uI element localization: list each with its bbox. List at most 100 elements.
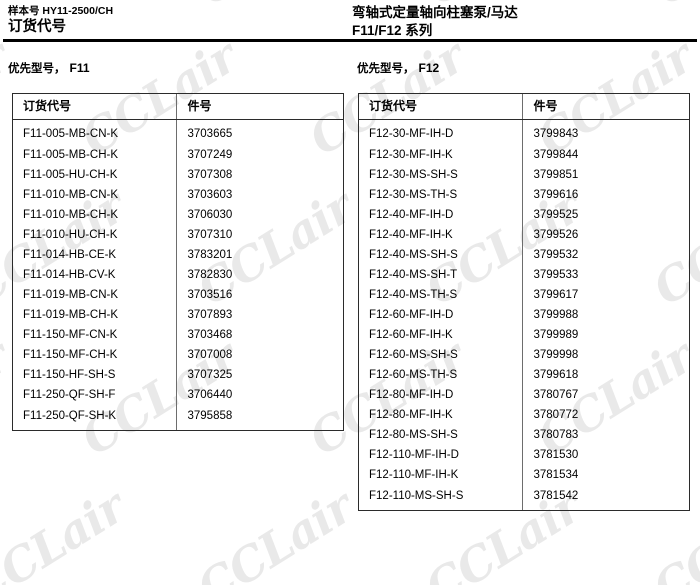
cell-order-code: F11-005-MB-CH-K: [23, 148, 118, 161]
preferred-model-code-f12: F12: [418, 61, 440, 75]
table-row: F12-40-MF-IH-K 3799526: [359, 225, 689, 245]
cell-part-number: 3781530: [522, 445, 689, 465]
cell-part-number: 3707310: [176, 225, 343, 245]
cell-part-number: 3780772: [522, 405, 689, 425]
preferred-model-text-f11: 优先型号，: [8, 63, 66, 75]
cell-part-number: 3703665: [176, 119, 343, 145]
table-row: F12-110-MF-IH-K 3781534: [359, 465, 689, 485]
table-row: F12-40-MF-IH-D 3799525: [359, 205, 689, 225]
cell-order-code: F12-40-MF-IH-D: [369, 208, 454, 221]
column-header-order-code: 订货代号: [359, 94, 523, 120]
order-code-table-f11: 订货代号 件号 F11-005-MB-CN-K 3703665 F11-005-MB…: [12, 93, 344, 431]
cell-order-code: F11-014-HB-CE-K: [23, 248, 117, 261]
cell-order-code: F11-019-MB-CH-K: [23, 308, 118, 321]
cell-part-number: 3781542: [522, 485, 689, 510]
cell-order-code: F12-40-MF-IH-K: [369, 228, 453, 241]
header-left: 样本号 HY11-2500/CH 订货代号: [8, 4, 338, 37]
cell-order-code: F12-80-MF-IH-D: [369, 388, 454, 401]
cell-part-number: 3799989: [522, 325, 689, 345]
cell-order-code: F12-110-MF-IH-D: [369, 448, 459, 461]
cell-part-number: 3703603: [176, 185, 343, 205]
cell-order-code: F12-40-MS-SH-S: [369, 248, 458, 261]
table-row: F12-40-MS-SH-S 3799532: [359, 245, 689, 265]
cell-order-code: F12-40-MS-TH-S: [369, 288, 458, 301]
cell-part-number: 3799526: [522, 225, 689, 245]
cell-order-code: F12-30-MF-IH-D: [369, 127, 454, 140]
preferred-model-label-f11: 优先型号， F11: [8, 60, 90, 76]
cell-order-code: F12-60-MF-IH-K: [369, 328, 453, 341]
cell-order-code: F11-150-HF-SH-S: [23, 368, 116, 381]
cell-order-code: F11-150-MF-CH-K: [23, 348, 118, 361]
table-f11: 订货代号 件号 F11-005-MB-CN-K 3703665 F11-005-MB…: [13, 94, 343, 430]
table-row: F12-30-MF-IH-D 3799843: [359, 119, 689, 145]
table-row: F11-250-QF-SH-K 3795858: [13, 405, 343, 430]
table-row: F12-110-MS-SH-S 3781542: [359, 485, 689, 510]
preferred-model-label-f12: 优先型号， F12: [357, 60, 439, 76]
table-header-row: 订货代号 件号: [13, 94, 343, 120]
table-row: F12-40-MS-SH-T 3799533: [359, 265, 689, 285]
table-row: F11-010-MB-CH-K 3706030: [13, 205, 343, 225]
table-row: F12-30-MF-IH-K 3799844: [359, 145, 689, 165]
cell-order-code: F11-005-MB-CN-K: [23, 127, 118, 140]
table-row: F11-005-MB-CH-K 3707249: [13, 145, 343, 165]
table-header-row: 订货代号 件号: [359, 94, 689, 120]
order-code-table-f12: 订货代号 件号 F12-30-MF-IH-D 3799843 F12-30-MF-I…: [358, 93, 690, 511]
cell-part-number: 3703468: [176, 325, 343, 345]
column-header-part-number: 件号: [522, 94, 689, 120]
product-series: F11/F12 系列: [352, 23, 433, 38]
table-row: F11-150-MF-CN-K 3703468: [13, 325, 343, 345]
cell-part-number: 3707008: [176, 345, 343, 365]
cell-part-number: 3703516: [176, 285, 343, 305]
cell-part-number: 3706440: [176, 385, 343, 405]
cell-part-number: 3706030: [176, 205, 343, 225]
cell-part-number: 3707325: [176, 365, 343, 385]
table-row: F11-010-MB-CN-K 3703603: [13, 185, 343, 205]
cell-part-number: 3707308: [176, 165, 343, 185]
column-header-order-code: 订货代号: [13, 94, 177, 120]
cell-order-code: F11-250-QF-SH-F: [23, 388, 116, 401]
cell-order-code: F12-30-MS-SH-S: [369, 168, 458, 181]
cell-order-code: F12-80-MS-SH-S: [369, 428, 458, 441]
product-title: 弯轴式定量轴向柱塞泵/马达: [352, 5, 518, 20]
cell-part-number: 3799988: [522, 305, 689, 325]
cell-order-code: F11-250-QF-SH-K: [23, 409, 117, 422]
table-row: F12-80-MF-IH-K 3780772: [359, 405, 689, 425]
table-row: F11-005-HU-CH-K 3707308: [13, 165, 343, 185]
cell-order-code: F12-30-MF-IH-K: [369, 148, 453, 161]
cell-order-code: F11-010-MB-CN-K: [23, 188, 118, 201]
preferred-model-text-f12: 优先型号，: [357, 63, 415, 75]
cell-part-number: 3799617: [522, 285, 689, 305]
table-row: F11-014-HB-CV-K 3782830: [13, 265, 343, 285]
table-body-f11: F11-005-MB-CN-K 3703665 F11-005-MB-CH-K 370…: [13, 119, 343, 430]
table-body-f12: F12-30-MF-IH-D 3799843 F12-30-MF-IH-K 37998…: [359, 119, 689, 510]
cell-part-number: 3781534: [522, 465, 689, 485]
cell-order-code: F12-40-MS-SH-T: [369, 268, 458, 281]
table-row: F12-30-MS-TH-S 3799616: [359, 185, 689, 205]
cell-part-number: 3783201: [176, 245, 343, 265]
table-row: F12-60-MF-IH-D 3799988: [359, 305, 689, 325]
table-row: F11-019-MB-CH-K 3707893: [13, 305, 343, 325]
cell-order-code: F11-019-MB-CN-K: [23, 288, 118, 301]
cell-order-code: F11-010-HU-CH-K: [23, 228, 118, 241]
table-row: F12-80-MF-IH-D 3780767: [359, 385, 689, 405]
header-right: 弯轴式定量轴向柱塞泵/马达 F11/F12 系列: [352, 4, 692, 40]
cell-order-code: F12-80-MF-IH-K: [369, 408, 453, 421]
table-row: F12-40-MS-TH-S 3799617: [359, 285, 689, 305]
cell-order-code: F12-110-MF-IH-K: [369, 468, 459, 481]
table-f12: 订货代号 件号 F12-30-MF-IH-D 3799843 F12-30-MF-I…: [359, 94, 689, 510]
cell-part-number: 3799533: [522, 265, 689, 285]
preferred-model-code-f11: F11: [69, 61, 90, 75]
cell-part-number: 3799618: [522, 365, 689, 385]
cell-order-code: F12-60-MS-TH-S: [369, 368, 458, 381]
cell-order-code: F11-014-HB-CV-K: [23, 268, 116, 281]
cell-order-code: F12-30-MS-TH-S: [369, 188, 458, 201]
page-title: 订货代号: [8, 19, 66, 35]
table-row: F12-80-MS-SH-S 3780783: [359, 425, 689, 445]
cell-part-number: 3795858: [176, 405, 343, 430]
cell-part-number: 3799998: [522, 345, 689, 365]
table-row: F12-60-MF-IH-K 3799989: [359, 325, 689, 345]
cell-part-number: 3799532: [522, 245, 689, 265]
column-header-part-number: 件号: [176, 94, 343, 120]
table-row: F11-014-HB-CE-K 3783201: [13, 245, 343, 265]
